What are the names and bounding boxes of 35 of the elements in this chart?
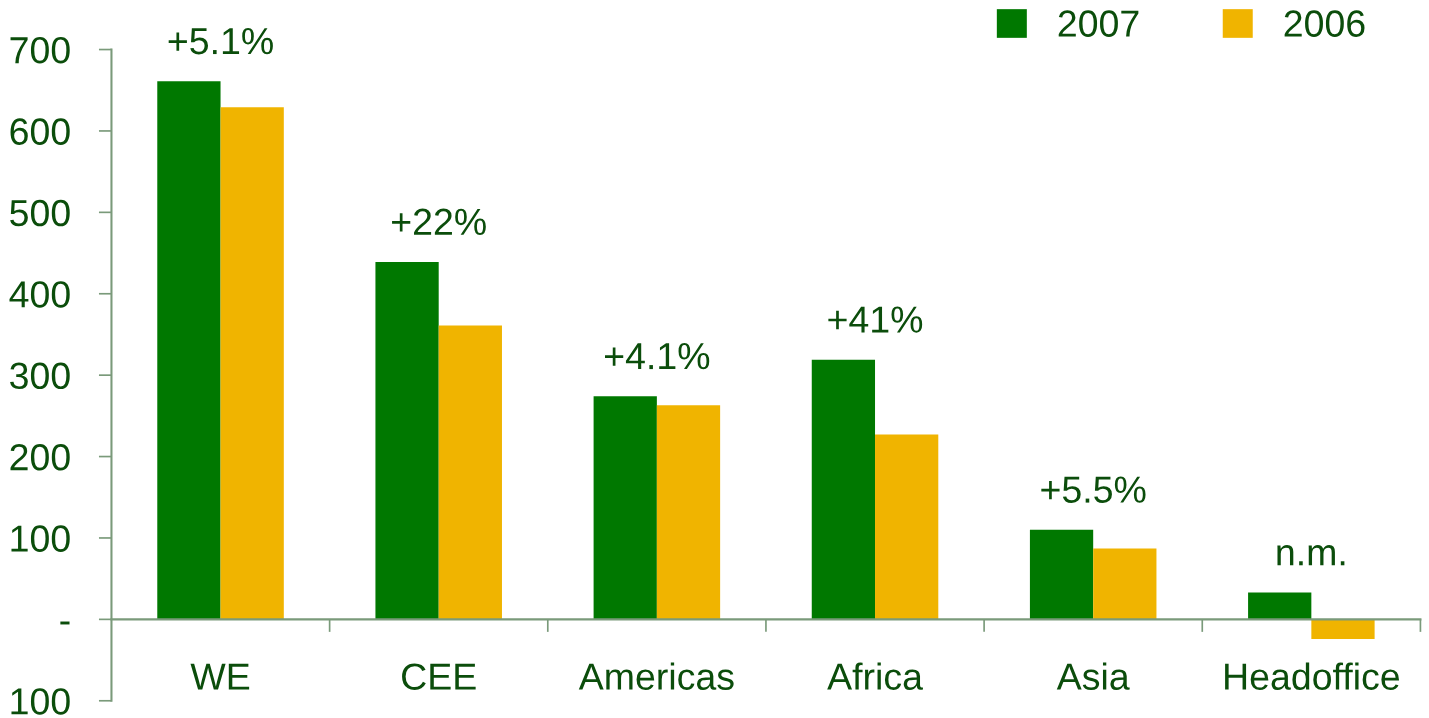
bar: [656, 405, 721, 620]
x-tick-label: Asia: [1056, 662, 1130, 690]
y-tick-label: 400: [9, 281, 70, 308]
annotation: +41%: [828, 306, 923, 333]
y-tick-label: 200: [10, 443, 70, 471]
annotation: +5.5%: [1041, 476, 1146, 503]
annotation: +4.1%: [605, 343, 710, 370]
x-tick-label: Americas: [578, 662, 734, 690]
x-tick-label: CEE: [402, 663, 476, 690]
y-tick-label: 700: [10, 36, 70, 64]
bar: [1248, 592, 1312, 620]
y-tick-label: 100: [11, 525, 70, 552]
bar: [1093, 548, 1157, 620]
bar: [438, 325, 502, 620]
y-tick-label: 300: [10, 362, 70, 390]
bar: [1029, 529, 1094, 620]
y-tick-label: 500: [10, 199, 70, 227]
legend-label: 2006: [1284, 10, 1365, 37]
y-tick-label: -: [60, 621, 70, 625]
y-tick-label: 100: [11, 688, 70, 715]
bar: [1311, 619, 1375, 639]
x-tick-label: Africa: [827, 662, 923, 690]
bar: [157, 81, 221, 620]
bar: [875, 434, 939, 620]
annotation: n.m.: [1277, 545, 1345, 566]
legend-label: 2007: [1058, 10, 1139, 37]
bar: [593, 396, 657, 620]
bar: [375, 262, 439, 620]
bar: [811, 359, 876, 620]
y-tick-label: 600: [10, 118, 70, 145]
bar: [220, 107, 284, 620]
x-tick-label: Headoffice: [1225, 662, 1399, 690]
annotation: +22%: [392, 208, 486, 235]
x-tick-label: WE: [190, 663, 250, 690]
annotation: +5.1%: [168, 28, 273, 55]
